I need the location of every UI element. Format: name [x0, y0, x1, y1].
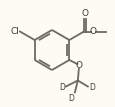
Text: O: O: [81, 9, 88, 18]
Text: O: O: [89, 27, 96, 36]
Text: Cl: Cl: [10, 27, 19, 36]
Text: D: D: [67, 94, 73, 103]
Text: D: D: [58, 83, 64, 92]
Text: O: O: [75, 61, 82, 70]
Text: D: D: [88, 83, 94, 92]
